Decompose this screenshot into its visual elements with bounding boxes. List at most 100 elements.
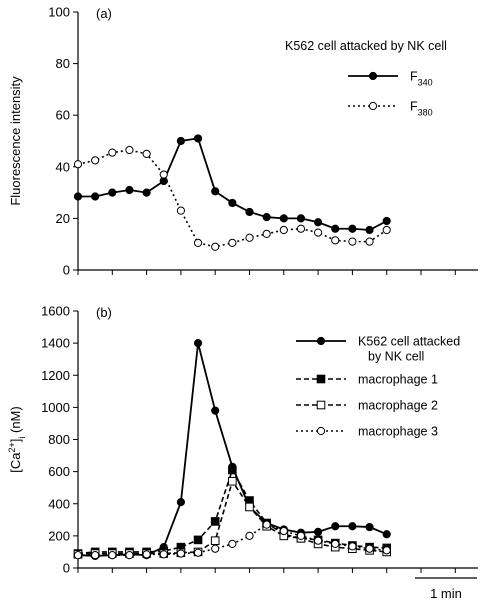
legend-marker [316,336,326,346]
series-4 [73,520,391,560]
data-point [210,517,220,526]
data-point [262,229,271,238]
data-point [176,206,185,215]
data-point [279,526,288,536]
data-point [159,170,168,179]
data-point [211,187,220,196]
series-line [77,149,388,248]
data-point [176,549,185,558]
y-axis-label: [Ca2+]i (nM) [7,406,27,472]
y-tick-label: 1600 [41,304,70,319]
panel-label: (a) [96,6,112,21]
data-point [262,520,271,529]
data-point [73,551,83,560]
data-point [245,531,254,540]
legend-marker [368,101,378,111]
legend-marker [368,71,378,81]
data-point [73,160,83,169]
data-point [382,225,391,235]
data-point [91,192,100,201]
data-point [176,136,185,146]
data-point [108,148,117,157]
panel-a-chart: 0 20 40 60 80 100 (a) Fluorescence intensity K56… [8,5,478,278]
legend-label: F380 [410,100,433,118]
data-point [176,498,185,507]
data-point [314,218,323,227]
data-point [228,465,237,475]
data-point [193,238,203,248]
legend-marker [316,426,326,436]
data-point [296,531,306,540]
legend-label: F340 [410,70,433,88]
series-line [77,342,388,557]
data-point [125,185,134,195]
legend-label: K562 cell attacked by NK cell [358,335,460,364]
y-tick-label: 60 [56,108,70,123]
data-point [296,224,306,233]
data-point [142,149,151,158]
data-point [108,551,117,560]
data-point [314,527,323,536]
data-point [91,156,100,165]
y-tick-label: 200 [48,528,70,543]
data-point [382,530,391,539]
data-point [125,551,134,560]
y-tick-label: 1000 [41,400,70,415]
panel-b-chart: 0 200 400 600 800 1000 1200 1400 1600 (b) [Ca2+]i … [7,304,478,576]
data-point [91,551,100,560]
data-point [348,224,357,233]
y-tick-label: 80 [56,56,70,71]
y-tick-label: 400 [48,496,70,511]
series-1 [73,134,391,235]
data-point [228,539,237,549]
series-line [78,137,388,231]
data-point [142,550,151,559]
legend: K562 cell attacked by NK cell macrophage 1… [296,335,460,439]
data-point [245,502,254,512]
y-tick-label: 800 [48,432,70,447]
series-2 [73,145,391,251]
data-point [348,237,357,246]
data-point [348,542,357,551]
data-point [142,188,151,197]
data-point [228,476,237,486]
data-point [108,188,117,197]
data-point [331,522,340,531]
legend: K562 cell attacked by NK cell F340 F380 [285,39,447,118]
data-point [193,548,203,557]
data-point [279,214,288,223]
data-point [382,546,391,555]
panel-label: (b) [96,305,112,320]
data-point [365,522,374,532]
data-point [348,522,357,531]
y-tick-label: 100 [48,5,70,20]
y-tick-label: 20 [56,211,70,226]
legend-marker [316,374,326,384]
y-tick-label: 40 [56,159,70,174]
data-point [331,539,340,549]
scale-bar-label: 1 min [430,586,462,601]
legend-marker [316,400,326,410]
y-axis-label: Fluorescence intensity [8,76,23,206]
time-scale-bar: 1 min [415,577,477,601]
data-point [365,225,374,235]
data-point [262,213,271,222]
data-point [331,236,340,245]
data-point [210,536,220,545]
data-point [365,237,374,246]
legend-label: macrophage 3 [358,425,438,439]
legend-label: macrophage 1 [358,373,438,387]
data-point [73,192,83,201]
data-point [211,406,220,415]
data-point [331,224,340,233]
data-point [245,207,254,217]
data-point [296,214,306,223]
data-point [193,535,203,545]
legend-label: macrophage 2 [358,399,438,413]
data-point [314,228,323,237]
y-tick-label: 0 [63,561,70,576]
data-point [193,339,203,348]
y-tick-label: 1200 [41,368,70,383]
data-point [365,544,374,553]
